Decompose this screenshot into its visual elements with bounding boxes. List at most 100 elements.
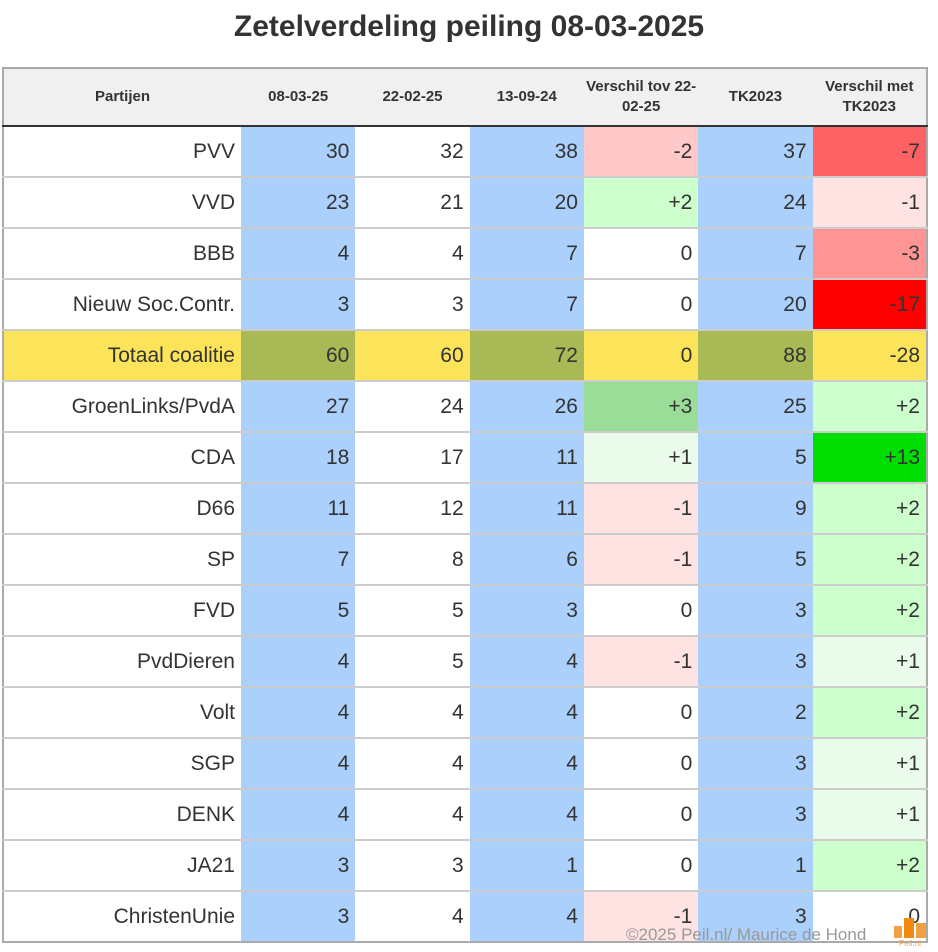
cell-diff-tk2023: -7 xyxy=(812,125,927,177)
party-name: JA21 xyxy=(3,839,241,891)
cell-poll-22-02-25: 24 xyxy=(355,380,470,432)
table-row: JA21 3 3 1 0 1 +2 xyxy=(3,839,927,891)
table-row: PvdDieren 4 5 4 -1 3 +1 xyxy=(3,635,927,687)
cell-diff-22-02-25: +2 xyxy=(583,176,699,228)
cell-poll-08-03-25: 11 xyxy=(241,482,356,534)
cell-diff-22-02-25: 0 xyxy=(583,227,699,279)
cell-diff-22-02-25: 0 xyxy=(583,839,699,891)
cell-poll-08-03-25: 7 xyxy=(241,533,356,585)
party-name: Totaal coalitie xyxy=(3,329,241,381)
cell-poll-22-02-25: 4 xyxy=(355,890,470,942)
party-name: SP xyxy=(3,533,241,585)
cell-poll-08-03-25: 60 xyxy=(241,329,356,381)
cell-tk2023: 3 xyxy=(698,635,813,687)
cell-diff-22-02-25: -1 xyxy=(583,533,699,585)
cell-poll-22-02-25: 60 xyxy=(355,329,470,381)
cell-diff-22-02-25: -1 xyxy=(583,482,699,534)
cell-poll-22-02-25: 4 xyxy=(355,737,470,789)
coalition-total-row: Totaal coalitie 60 60 72 0 88 -28 xyxy=(3,329,927,381)
cell-tk2023: 88 xyxy=(698,329,813,381)
cell-tk2023: 2 xyxy=(698,686,813,738)
copyright-footer: ©2025 Peil.nl/ Maurice de Hond xyxy=(626,925,867,944)
cell-diff-tk2023: +2 xyxy=(812,380,927,432)
party-name: PVV xyxy=(3,125,241,177)
cell-poll-13-09-24: 3 xyxy=(469,584,584,636)
cell-poll-08-03-25: 3 xyxy=(241,278,356,330)
cell-poll-22-02-25: 5 xyxy=(355,635,470,687)
cell-poll-08-03-25: 4 xyxy=(241,686,356,738)
table-row: SP 7 8 6 -1 5 +2 xyxy=(3,533,927,585)
party-name: SGP xyxy=(3,737,241,789)
party-name: Volt xyxy=(3,686,241,738)
cell-diff-tk2023: +2 xyxy=(812,482,927,534)
cell-poll-08-03-25: 27 xyxy=(241,380,356,432)
cell-poll-22-02-25: 12 xyxy=(355,482,470,534)
cell-diff-22-02-25: +3 xyxy=(583,380,699,432)
cell-tk2023: 1 xyxy=(698,839,813,891)
cell-poll-22-02-25: 3 xyxy=(355,839,470,891)
cell-poll-22-02-25: 8 xyxy=(355,533,470,585)
cell-poll-08-03-25: 18 xyxy=(241,431,356,483)
cell-diff-tk2023: +1 xyxy=(812,635,927,687)
cell-poll-08-03-25: 4 xyxy=(241,635,356,687)
cell-tk2023: 7 xyxy=(698,227,813,279)
chart-title: Zetelverdeling peiling 08-03-2025 xyxy=(233,10,705,43)
column-header: Verschil tov 22-02-25 xyxy=(583,68,699,127)
table-row: PVV 30 32 38 -2 37 -7 xyxy=(3,125,927,177)
cell-poll-13-09-24: 26 xyxy=(469,380,584,432)
cell-tk2023: 37 xyxy=(698,125,813,177)
cell-poll-22-02-25: 4 xyxy=(355,788,470,840)
cell-poll-08-03-25: 4 xyxy=(241,737,356,789)
cell-tk2023: 9 xyxy=(698,482,813,534)
cell-tk2023: 3 xyxy=(698,788,813,840)
cell-diff-22-02-25: 0 xyxy=(583,584,699,636)
party-name: D66 xyxy=(3,482,241,534)
cell-tk2023: 25 xyxy=(698,380,813,432)
cell-poll-22-02-25: 32 xyxy=(355,125,470,177)
cell-poll-13-09-24: 11 xyxy=(469,431,584,483)
cell-diff-tk2023: -17 xyxy=(812,278,927,330)
cell-diff-tk2023: -28 xyxy=(812,329,927,381)
cell-diff-22-02-25: -2 xyxy=(583,125,699,177)
column-header: Verschil met TK2023 xyxy=(812,68,927,127)
cell-tk2023: 5 xyxy=(698,431,813,483)
header-row: Partijen 08-03-25 22-02-25 13-09-24 Verschil… xyxy=(3,68,927,127)
cell-poll-22-02-25: 4 xyxy=(355,227,470,279)
cell-poll-08-03-25: 3 xyxy=(241,890,356,942)
table-row: GroenLinks/PvdA 27 24 26 +3 25 +2 xyxy=(3,380,927,432)
cell-poll-13-09-24: 38 xyxy=(469,125,584,177)
cell-poll-13-09-24: 4 xyxy=(469,788,584,840)
cell-diff-tk2023: +2 xyxy=(812,839,927,891)
cell-poll-13-09-24: 7 xyxy=(469,278,584,330)
cell-poll-13-09-24: 4 xyxy=(469,737,584,789)
cell-diff-tk2023: -3 xyxy=(812,227,927,279)
svg-text:Peil.nl: Peil.nl xyxy=(899,939,921,948)
cell-diff-tk2023: +2 xyxy=(812,686,927,738)
column-header: Partijen xyxy=(3,68,241,127)
cell-poll-22-02-25: 4 xyxy=(355,686,470,738)
party-name: GroenLinks/PvdA xyxy=(3,380,241,432)
cell-poll-08-03-25: 4 xyxy=(241,227,356,279)
party-name: FVD xyxy=(3,584,241,636)
cell-poll-13-09-24: 7 xyxy=(469,227,584,279)
cell-diff-22-02-25: 0 xyxy=(583,278,699,330)
cell-tk2023: 24 xyxy=(698,176,813,228)
cell-poll-08-03-25: 23 xyxy=(241,176,356,228)
table-row: D66 11 12 11 -1 9 +2 xyxy=(3,482,927,534)
table-row: BBB 4 4 7 0 7 -3 xyxy=(3,227,927,279)
cell-poll-13-09-24: 1 xyxy=(469,839,584,891)
table-row: Nieuw Soc.Contr. 3 3 7 0 20 -17 xyxy=(3,278,927,330)
peil-logo-icon: Peil.nl xyxy=(894,918,926,948)
cell-diff-22-02-25: 0 xyxy=(583,329,699,381)
cell-poll-08-03-25: 3 xyxy=(241,839,356,891)
cell-diff-tk2023: -1 xyxy=(812,176,927,228)
party-name: VVD xyxy=(3,176,241,228)
table-row: Volt 4 4 4 0 2 +2 xyxy=(3,686,927,738)
cell-diff-22-02-25: 0 xyxy=(583,737,699,789)
column-header: TK2023 xyxy=(698,68,813,127)
cell-diff-22-02-25: 0 xyxy=(583,686,699,738)
table-row: CDA 18 17 11 +1 5 +13 xyxy=(3,431,927,483)
cell-tk2023: 20 xyxy=(698,278,813,330)
cell-poll-22-02-25: 5 xyxy=(355,584,470,636)
cell-poll-13-09-24: 4 xyxy=(469,890,584,942)
